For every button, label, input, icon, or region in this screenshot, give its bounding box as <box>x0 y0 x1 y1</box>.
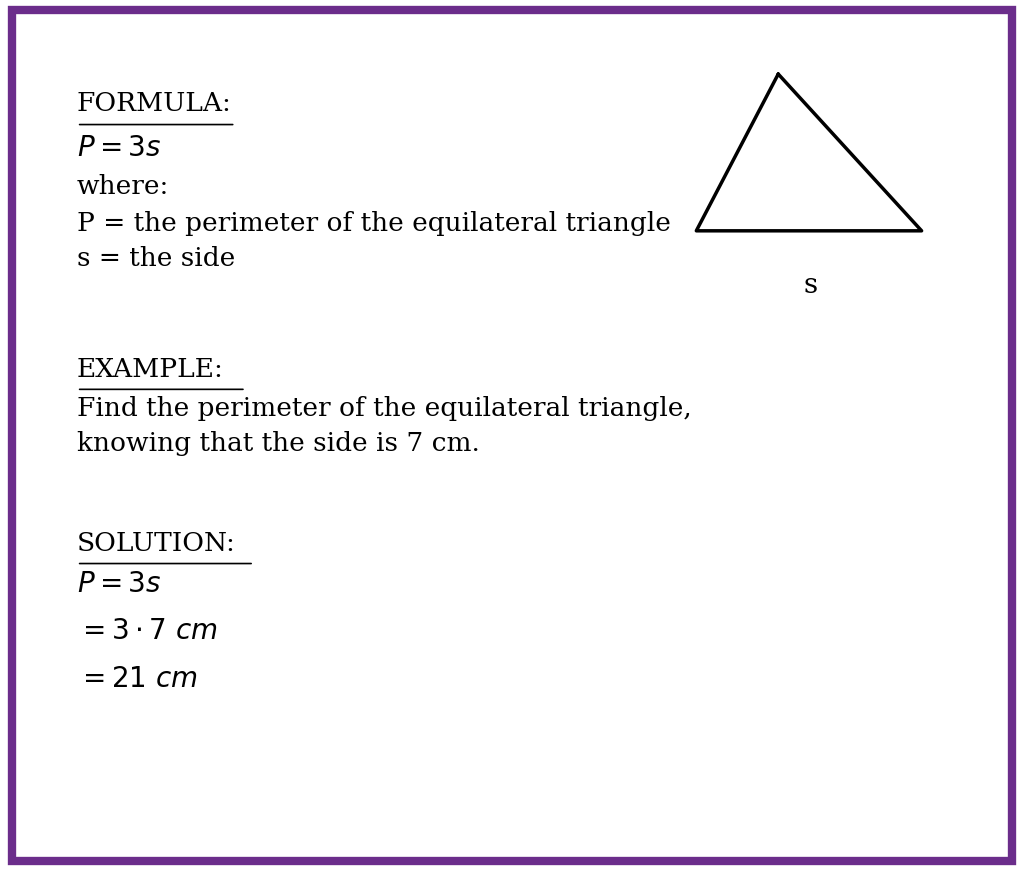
Text: SOLUTION:: SOLUTION: <box>77 531 236 557</box>
Text: FORMULA:: FORMULA: <box>77 91 231 117</box>
Text: $= 3 \cdot 7 \ cm$: $= 3 \cdot 7 \ cm$ <box>77 618 217 645</box>
Text: P = the perimeter of the equilateral triangle: P = the perimeter of the equilateral tri… <box>77 211 671 236</box>
Text: $P = 3s$: $P = 3s$ <box>77 135 161 162</box>
Text: EXAMPLE:: EXAMPLE: <box>77 357 223 382</box>
Text: s = the side: s = the side <box>77 246 236 271</box>
Text: $= 21 \ cm$: $= 21 \ cm$ <box>77 666 198 693</box>
Text: s: s <box>804 272 818 299</box>
Text: knowing that the side is 7 cm.: knowing that the side is 7 cm. <box>77 431 479 456</box>
Text: Find the perimeter of the equilateral triangle,: Find the perimeter of the equilateral tr… <box>77 396 691 422</box>
Text: where:: where: <box>77 174 169 199</box>
Text: $P = 3s$: $P = 3s$ <box>77 571 161 598</box>
